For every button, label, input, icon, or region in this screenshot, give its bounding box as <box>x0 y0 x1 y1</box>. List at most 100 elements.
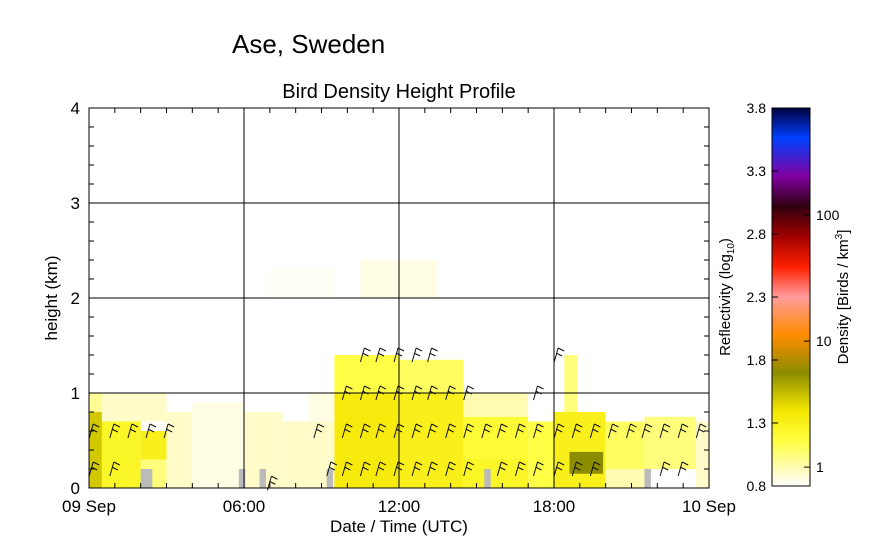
wind-barb <box>589 423 601 439</box>
wind-barb <box>514 461 526 477</box>
wind-barb <box>445 461 456 477</box>
density-cell <box>192 402 244 488</box>
wind-barb <box>359 385 371 401</box>
wind-barb <box>463 461 474 477</box>
density-cell <box>644 416 697 469</box>
wind-barb <box>659 461 671 477</box>
density-cell <box>101 393 167 422</box>
reflectivity-tick-label: 2.3 <box>747 289 767 305</box>
wind-barb <box>571 461 583 477</box>
wind-barb <box>411 423 423 439</box>
density-cell <box>269 269 335 298</box>
wind-barb <box>109 423 121 439</box>
reflectivity-subscript: 10 <box>726 243 737 255</box>
density-cell <box>334 393 399 488</box>
density-axis-label: Density [Birds / km3] <box>834 230 852 365</box>
site-title: Ase, Sweden <box>232 29 385 59</box>
reflectivity-ticks: 0.8 1.3 1.8 2.3 2.8 3.3 3.8 <box>747 100 778 494</box>
density-cell <box>528 421 554 488</box>
wind-barb <box>514 423 526 439</box>
x-tick-label: 06:00 <box>223 497 266 516</box>
wind-barb <box>496 423 508 439</box>
wind-barb <box>411 385 423 401</box>
density-cell <box>696 421 709 488</box>
x-axis-ticks: 09 Sep 06:00 12:00 18:00 10 Sep <box>62 497 736 516</box>
wind-barb <box>695 423 707 439</box>
wind-barb <box>496 461 508 477</box>
density-cell <box>89 393 102 412</box>
wind-barb <box>463 423 474 439</box>
y-axis-label: height (km) <box>42 255 61 340</box>
wind-barb <box>109 461 121 477</box>
wind-barb <box>375 385 387 401</box>
wind-barb <box>641 423 653 439</box>
wind-barb <box>341 461 353 477</box>
wind-barb <box>393 423 405 439</box>
wind-barb <box>359 461 371 477</box>
reflectivity-axis-label: Reflectivity (log10) <box>717 238 737 356</box>
missing-data-bar <box>140 469 153 488</box>
missing-data-bar <box>238 469 246 488</box>
wind-barb <box>427 385 438 401</box>
reflectivity-tick-label: 2.8 <box>747 226 767 242</box>
reflectivity-tick-label: 0.8 <box>747 478 767 494</box>
density-ticks: 1 10 100 <box>804 207 840 475</box>
y-tick-label: 1 <box>71 384 80 403</box>
density-cell <box>399 393 464 488</box>
wind-barb <box>375 347 387 363</box>
chart-title: Bird Density Height Profile <box>282 81 515 103</box>
density-tick-label: 100 <box>816 207 840 223</box>
density-cell <box>282 421 335 488</box>
wind-barb <box>445 423 456 439</box>
missing-data-markers <box>140 469 651 488</box>
wind-barb <box>533 461 544 477</box>
density-cells <box>89 260 709 488</box>
wind-barb <box>393 385 405 401</box>
colorbar-gradient <box>771 107 811 487</box>
wind-barb <box>127 423 139 439</box>
wind-barb <box>393 461 405 477</box>
density-cell <box>569 451 604 474</box>
wind-barb <box>427 423 438 439</box>
x-tick-label: 10 Sep <box>682 497 736 516</box>
missing-data-bar <box>484 469 491 488</box>
wind-barb <box>341 385 353 401</box>
plot-area <box>88 107 710 491</box>
wind-barb <box>326 461 338 477</box>
x-tick-label: 18:00 <box>533 497 576 516</box>
wind-barb <box>145 423 157 439</box>
missing-data-bar <box>326 469 334 488</box>
wind-barb <box>553 347 565 363</box>
wind-barb <box>359 423 371 439</box>
wind-barb <box>607 423 619 439</box>
y-tick-label: 2 <box>71 289 80 308</box>
reflectivity-tick-label: 1.8 <box>747 352 767 368</box>
wind-barb <box>533 385 544 401</box>
x-tick-label: 09 Sep <box>62 497 116 516</box>
wind-barb <box>427 347 438 363</box>
wind-barb <box>589 461 601 477</box>
wind-barb <box>463 385 474 401</box>
wind-barb <box>677 423 689 439</box>
density-cell <box>605 469 645 488</box>
density-cell <box>463 393 529 417</box>
density-cell <box>101 421 141 488</box>
density-cell <box>463 416 529 460</box>
wind-barb <box>659 423 671 439</box>
density-tick-label: 10 <box>816 333 832 349</box>
density-superscript: 3 <box>834 233 845 239</box>
wind-barb <box>359 347 371 363</box>
y-tick-label: 3 <box>71 194 80 213</box>
density-cell <box>554 412 606 488</box>
wind-barb <box>375 423 387 439</box>
wind-barb <box>393 347 405 363</box>
wind-barb <box>163 423 175 439</box>
x-axis-label: Date / Time (UTC) <box>330 517 468 536</box>
density-tick-label: 1 <box>816 459 824 475</box>
wind-barb <box>427 461 438 477</box>
wind-barb <box>571 423 583 439</box>
missing-data-bar <box>644 469 651 488</box>
density-cell <box>564 355 578 412</box>
wind-barb <box>481 423 493 439</box>
